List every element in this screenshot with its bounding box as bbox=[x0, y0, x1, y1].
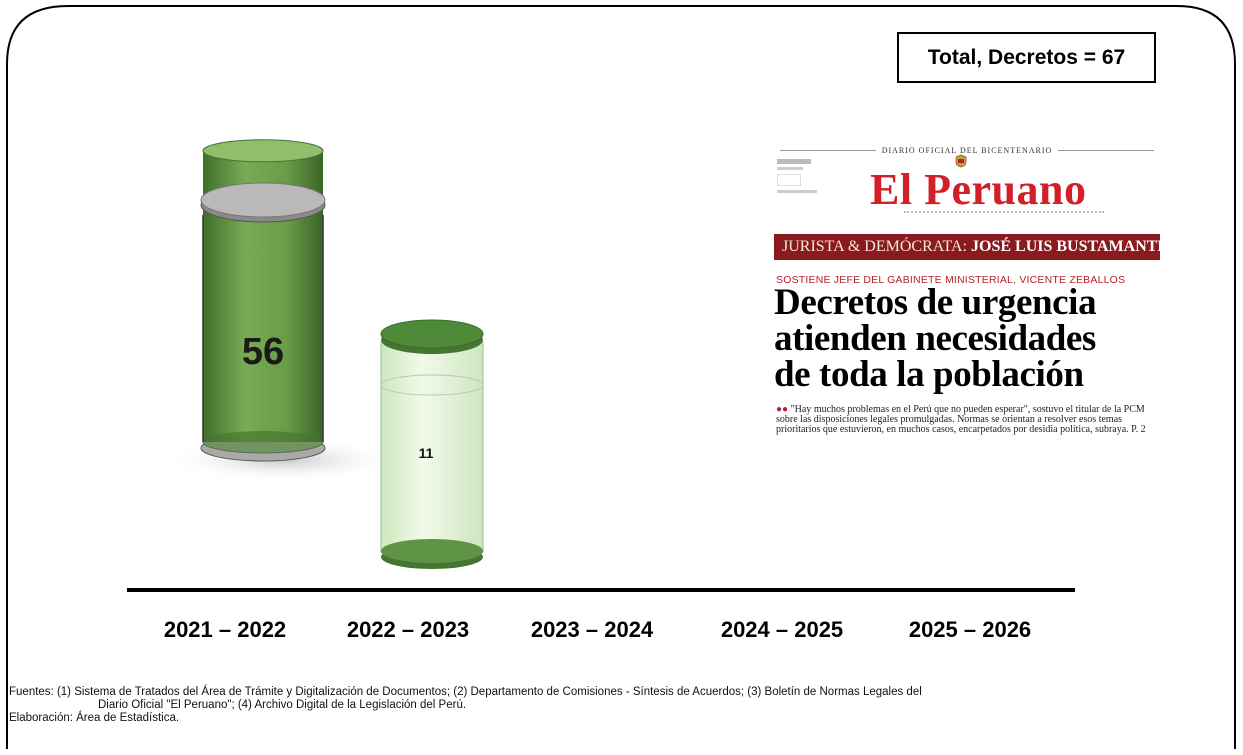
sources-line-2: Diario Oficial "El Peruano"; (4) Archivo… bbox=[98, 699, 467, 711]
x-tick-label: 2022 – 2023 bbox=[347, 617, 469, 642]
bar-cylinder: 56 bbox=[163, 139, 403, 482]
newspaper-banner: JURISTA & DEMÓCRATA: JOSÉ LUIS BUSTAMANT… bbox=[774, 234, 1160, 260]
bars-layer: 56 11 bbox=[163, 139, 484, 569]
sources-line-3: Elaboración: Área de Estadística. bbox=[9, 712, 180, 724]
x-tick-label: 2024 – 2025 bbox=[721, 617, 843, 642]
x-tick-labels: 2021 – 2022 2022 – 2023 2023 – 2024 2024 – … bbox=[164, 617, 1031, 642]
headline-line-1: Decretos de urgencia bbox=[774, 282, 1097, 323]
newspaper-headline: Decretos de urgencia atienden necesidade… bbox=[774, 282, 1160, 395]
banner-name: JOSÉ LUIS BUSTAMANTE Y RI bbox=[971, 238, 1160, 255]
sources-note: Fuentes: (1) Sistema de Tratados del Áre… bbox=[9, 686, 1234, 725]
newspaper-top-line: DIARIO OFICIAL DEL BICENTENARIO bbox=[774, 145, 1160, 155]
x-tick-label: 2025 – 2026 bbox=[909, 617, 1031, 642]
newspaper-kicker: SOSTIENE JEFE DEL GABINETE MINISTERIAL, … bbox=[776, 274, 1126, 286]
total-decretos-label: Total, Decretos = 67 bbox=[927, 45, 1126, 69]
deck-bullet: ●● bbox=[776, 404, 789, 415]
banner-prefix: JURISTA & DEMÓCRATA: bbox=[782, 238, 968, 255]
deck-text: "Hay muchos problemas en el Perú que no … bbox=[776, 404, 1146, 435]
bar-cylinder: 11 bbox=[380, 319, 484, 569]
sources-line-1: Fuentes: (1) Sistema de Tratados del Áre… bbox=[9, 686, 922, 698]
masthead-subline bbox=[904, 211, 1104, 216]
bar-lid bbox=[380, 319, 484, 349]
coat-of-arms-icon bbox=[955, 154, 967, 168]
el-peruano-front-page: DIARIO OFICIAL DEL BICENTENARIO El Perua… bbox=[774, 133, 1160, 451]
x-tick-label: 2023 – 2024 bbox=[531, 617, 654, 642]
headline-line-2: atienden necesidades bbox=[774, 318, 1096, 359]
headline-line-3: de toda la población bbox=[774, 354, 1084, 395]
newspaper-masthead: El Peruano bbox=[870, 165, 1087, 214]
newspaper-deck: ●● "Hay muchos problemas en el Perú que … bbox=[776, 405, 1158, 435]
bar-lid bbox=[200, 182, 326, 218]
bar-data-label: 11 bbox=[419, 445, 434, 461]
bar-data-label: 56 bbox=[242, 331, 284, 373]
newspaper-top-text: DIARIO OFICIAL DEL BICENTENARIO bbox=[881, 145, 1053, 155]
total-decretos-box: Total, Decretos = 67 bbox=[897, 32, 1156, 83]
x-tick-label: 2021 – 2022 bbox=[164, 617, 286, 642]
masthead-left-info bbox=[777, 159, 823, 193]
